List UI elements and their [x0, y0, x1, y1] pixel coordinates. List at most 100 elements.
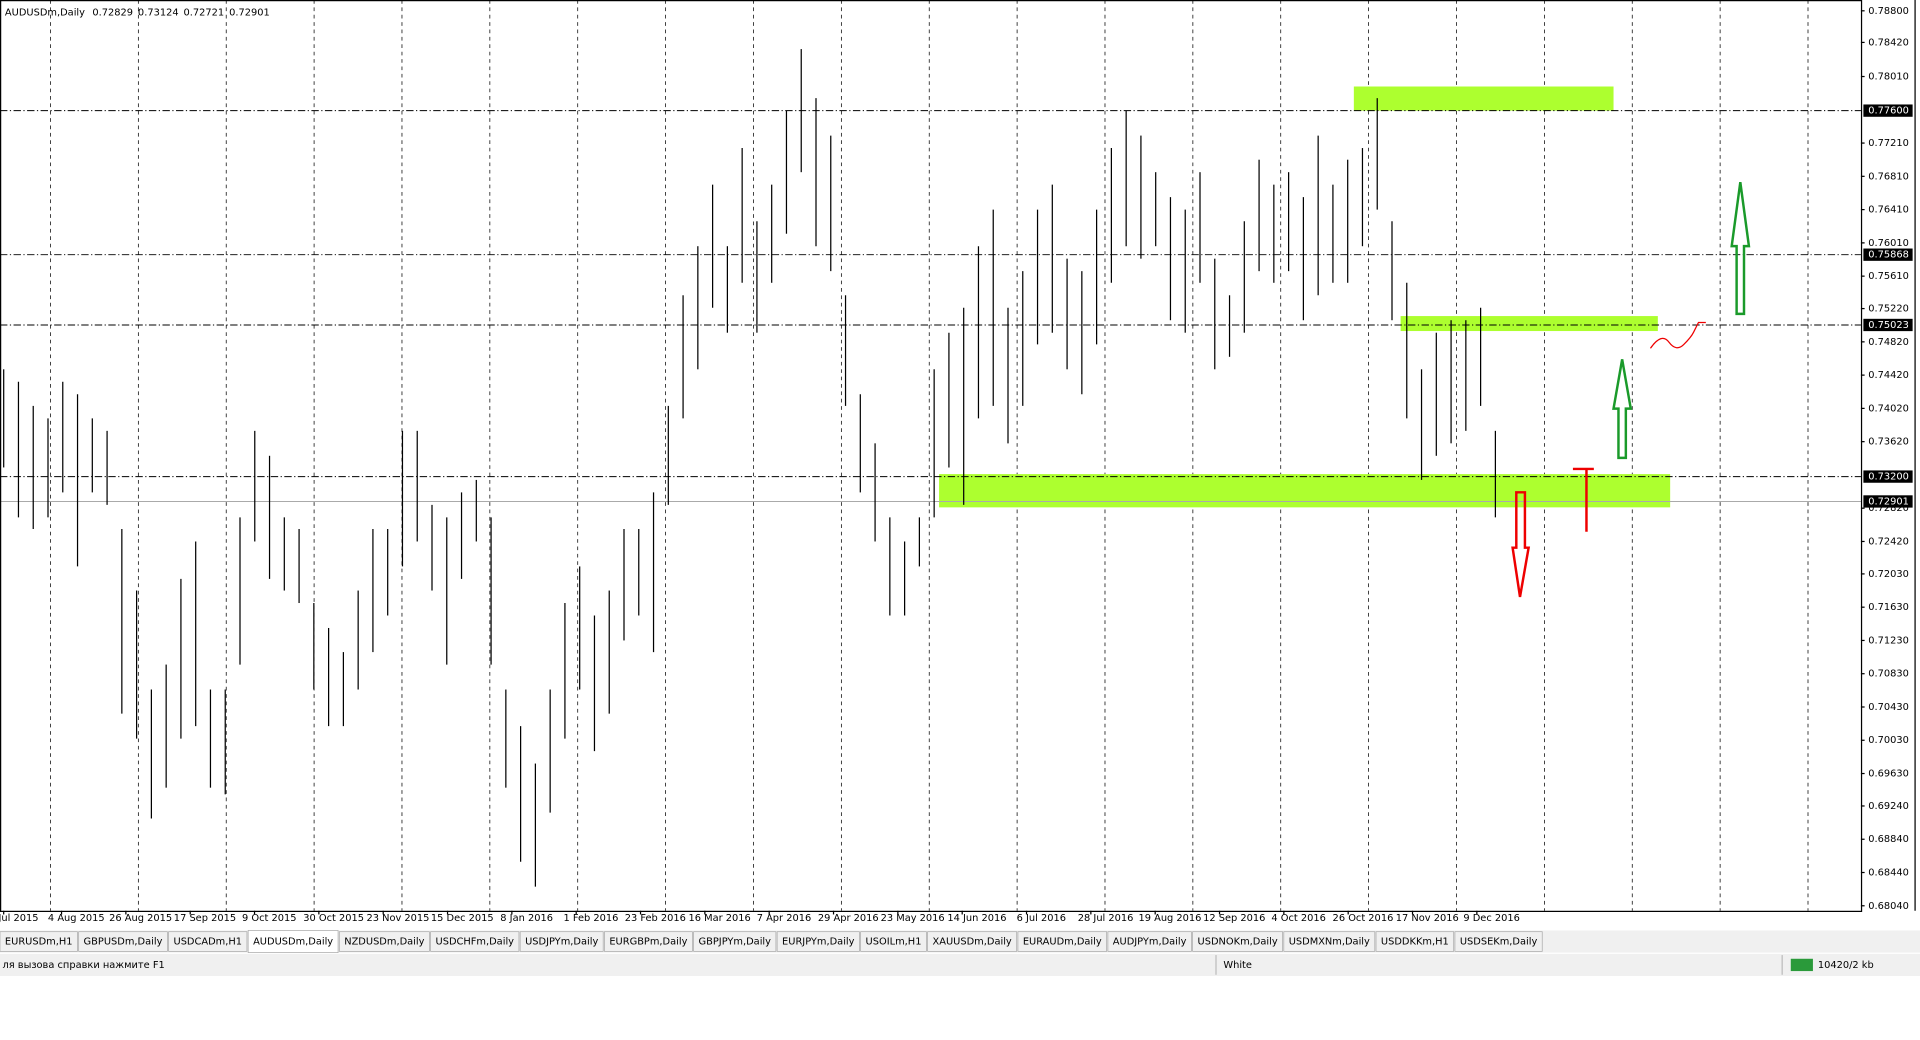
status-profile: White	[1223, 960, 1252, 971]
price-label: 0.75023	[1868, 320, 1909, 331]
tab[interactable]	[519, 931, 604, 952]
ohlc-value: 0.72721	[184, 7, 225, 18]
y-tick-label: 0.70830	[1868, 669, 1909, 680]
y-tick-label: 0.72030	[1868, 569, 1909, 580]
y-tick-label: 0.78800	[1868, 6, 1909, 17]
chart-area	[0, 0, 1861, 911]
tab-label: AUDUSDm,Daily	[253, 937, 333, 948]
y-tick-label: 0.73620	[1868, 437, 1909, 448]
price-label-bg	[1863, 248, 1913, 261]
tab[interactable]	[1375, 931, 1455, 952]
y-tick-label: 0.69630	[1868, 769, 1909, 780]
tab-label: USDCADm,H1	[174, 937, 243, 948]
tab-label: USDDKKm,H1	[1381, 937, 1449, 948]
symbol-title: AUDUSDm,Daily	[5, 7, 85, 18]
tab-label: USOILm,H1	[866, 937, 922, 948]
tab-label: USDMXNm,Daily	[1289, 937, 1370, 948]
tab-label: EURJPYm,Daily	[782, 937, 855, 948]
tab[interactable]	[604, 931, 693, 952]
price-label-bg	[1863, 104, 1913, 117]
tab[interactable]	[1454, 931, 1543, 952]
y-tick-label: 0.76010	[1868, 238, 1909, 249]
tab[interactable]	[860, 931, 927, 952]
traffic-icon	[1790, 958, 1813, 972]
x-tick-label: 17 Sep 2015	[174, 913, 236, 924]
price-label: 0.75868	[1868, 250, 1909, 261]
tab[interactable]	[338, 931, 430, 952]
x-tick-label: 29 Apr 2016	[818, 913, 879, 924]
zone	[1353, 86, 1614, 111]
tab[interactable]	[693, 931, 777, 952]
tab-label: USDNOKm,Daily	[1198, 937, 1278, 948]
x-tick-label: 26 Aug 2015	[109, 913, 172, 924]
tab[interactable]	[0, 931, 78, 952]
down-arrow	[1511, 491, 1531, 598]
x-tick-label: 4 Oct 2016	[1271, 913, 1326, 924]
tab-label: AUDJPYm,Daily	[1113, 937, 1187, 948]
tabs: EURUSDm,H1 GBPUSDm,Daily USDCADm,H1 AUDUSDm…	[0, 930, 1543, 953]
price-label: 0.73200	[1868, 472, 1909, 483]
freehand-line	[1649, 321, 1706, 349]
x-tick-label: 14 Jun 2016	[947, 913, 1006, 924]
x-tick-label: Jul 2015	[0, 913, 38, 924]
tab-label: EURGBPm,Daily	[609, 937, 687, 948]
ohlc-value: 0.72901	[229, 7, 270, 18]
x-tick-label: 4 Aug 2015	[48, 913, 105, 924]
tab[interactable]	[927, 931, 1018, 952]
up-arrow	[1730, 181, 1751, 316]
tab-label: NZDUSDm,Daily	[344, 937, 424, 948]
x-tick-label: 19 Aug 2016	[1138, 913, 1201, 924]
up-arrow	[1612, 359, 1633, 460]
price-label-bg	[1863, 495, 1913, 508]
x-tick-label: 15 Dec 2015	[431, 913, 494, 924]
tab[interactable]	[430, 931, 520, 952]
tab[interactable]	[78, 931, 168, 952]
tab-label: EURUSDm,H1	[5, 937, 73, 948]
status-bar	[0, 953, 1920, 976]
y-tick-label: 0.68440	[1868, 868, 1909, 879]
y-tick-label: 0.70430	[1868, 702, 1909, 713]
x-tick-label: 7 Apr 2016	[757, 913, 812, 924]
tab[interactable]	[1283, 931, 1376, 952]
y-tick-label: 0.77210	[1868, 138, 1909, 149]
ohlc-value: 0.72829	[92, 7, 133, 18]
y-tick-label: 0.74420	[1868, 370, 1909, 381]
tab[interactable]	[1192, 931, 1283, 952]
zone	[939, 474, 1671, 508]
y-tick-label: 0.78010	[1868, 72, 1909, 83]
y-tick-label: 0.68040	[1868, 901, 1909, 912]
y-tick-label: 0.78420	[1868, 37, 1909, 48]
tab[interactable]	[1017, 931, 1108, 952]
tab-label: USDJPYm,Daily	[525, 937, 598, 948]
y-tick-label: 0.76410	[1868, 205, 1909, 216]
x-tick-label: 28 Jul 2016	[1078, 913, 1134, 924]
y-tick-label: 0.72820	[1868, 503, 1909, 514]
tab[interactable]	[776, 931, 860, 952]
x-tick-label: 23 Feb 2016	[625, 913, 686, 924]
tab[interactable]	[1107, 931, 1192, 952]
red-mark	[1572, 467, 1594, 532]
tab-label: USDSEKm,Daily	[1460, 937, 1538, 948]
y-tick-label: 0.74020	[1868, 403, 1909, 414]
x-tick-label: 9 Oct 2015	[242, 913, 297, 924]
x-tick-label: 6 Jul 2016	[1017, 913, 1066, 924]
price-label-bg	[1863, 470, 1913, 483]
tab[interactable]	[168, 931, 248, 952]
x-tick-label: 26 Oct 2016	[1333, 913, 1394, 924]
status-help: ля вызова справки нажмите F1	[2, 960, 164, 971]
y-tick-label: 0.74820	[1868, 337, 1909, 348]
y-tick-label: 0.75610	[1868, 271, 1909, 282]
zone	[1400, 316, 1658, 332]
x-tick-label: 17 Nov 2016	[1396, 913, 1459, 924]
y-tick-label: 0.75220	[1868, 304, 1909, 315]
y-tick-label: 0.71630	[1868, 602, 1909, 613]
x-tick-label: 8 Jan 2016	[500, 913, 553, 924]
y-tick-label: 0.72420	[1868, 536, 1909, 547]
x-tick-label: 9 Dec 2016	[1463, 913, 1520, 924]
tab[interactable]	[247, 930, 339, 953]
y-tick-label: 0.76810	[1868, 171, 1909, 182]
tab-label: GBPJPYm,Daily	[699, 937, 772, 948]
x-tick-label: 16 Mar 2016	[688, 913, 750, 924]
